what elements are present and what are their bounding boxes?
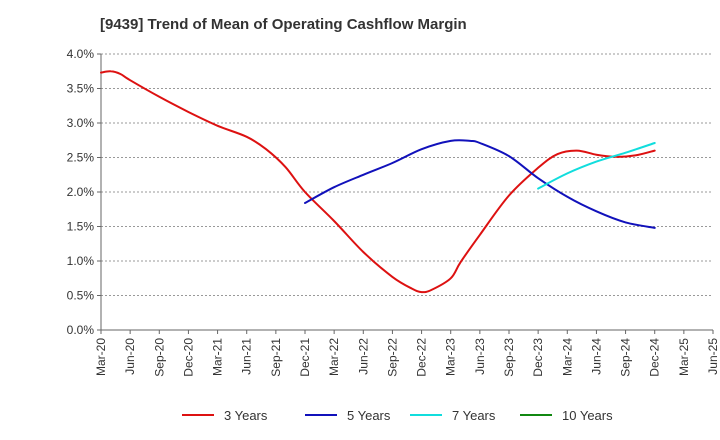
- legend-label-4: 10 Years: [562, 408, 613, 423]
- x-tick-label: Mar-23: [444, 338, 458, 376]
- y-tick-label: 2.0%: [67, 185, 95, 199]
- series-line-2: [304, 139, 656, 229]
- series-line-1: [100, 70, 656, 294]
- y-tick-label: 0.0%: [67, 323, 95, 337]
- x-tick-label: Sep-24: [619, 338, 633, 377]
- legend-label-2: 5 Years: [347, 408, 391, 423]
- x-tick-label: Sep-23: [502, 338, 516, 377]
- x-tick-label: Jun-20: [123, 338, 137, 375]
- chart-title: [9439] Trend of Mean of Operating Cashfl…: [100, 16, 467, 33]
- y-tick-label: 0.5%: [67, 289, 95, 303]
- x-tick-label: Dec-20: [181, 338, 195, 377]
- legend-label-3: 7 Years: [452, 408, 496, 423]
- x-tick-label: Mar-21: [211, 338, 225, 376]
- legend: 3 Years 5 Years 7 Years 10 Years: [182, 408, 613, 423]
- x-tick-label: Mar-20: [94, 338, 108, 376]
- y-tick-label: 3.0%: [67, 116, 95, 130]
- x-tick-label: Mar-25: [677, 338, 691, 376]
- x-tick-label: Dec-21: [298, 338, 312, 377]
- y-tick-label: 1.0%: [67, 254, 95, 268]
- y-tick-label: 2.5%: [67, 151, 95, 165]
- x-tick-label: Dec-23: [531, 338, 545, 377]
- x-tick-label: Mar-24: [560, 338, 574, 376]
- x-tick-label: Dec-24: [648, 338, 662, 377]
- gridlines: [101, 53, 713, 296]
- series-line-3: [537, 142, 656, 190]
- y-tick-label: 1.5%: [67, 220, 95, 234]
- x-tick-label: Jun-23: [473, 338, 487, 375]
- x-tick-label: Sep-22: [385, 338, 399, 377]
- series-lines: [100, 70, 656, 294]
- x-tick-label: Sep-21: [269, 338, 283, 377]
- x-tick-label: Sep-20: [152, 338, 166, 377]
- x-tick-label: Jun-21: [240, 338, 254, 375]
- legend-label-1: 3 Years: [224, 408, 268, 423]
- x-tick-label: Jun-25: [706, 338, 720, 375]
- x-tick-label: Jun-24: [589, 338, 603, 375]
- x-tick-label: Mar-22: [327, 338, 341, 376]
- x-axis-ticks: Mar-20 Jun-20 Sep-20 Dec-20 Mar-21 Jun-21 Sep-…: [94, 330, 720, 377]
- y-tick-label: 3.5%: [67, 82, 95, 96]
- x-tick-label: Jun-22: [356, 338, 370, 375]
- x-tick-label: Dec-22: [415, 338, 429, 377]
- y-axis-ticks: 0.0% 0.5% 1.0% 1.5% 2.0% 2.5% 3.0% 3.5% 4.0%: [67, 47, 101, 337]
- y-tick-label: 4.0%: [67, 47, 95, 61]
